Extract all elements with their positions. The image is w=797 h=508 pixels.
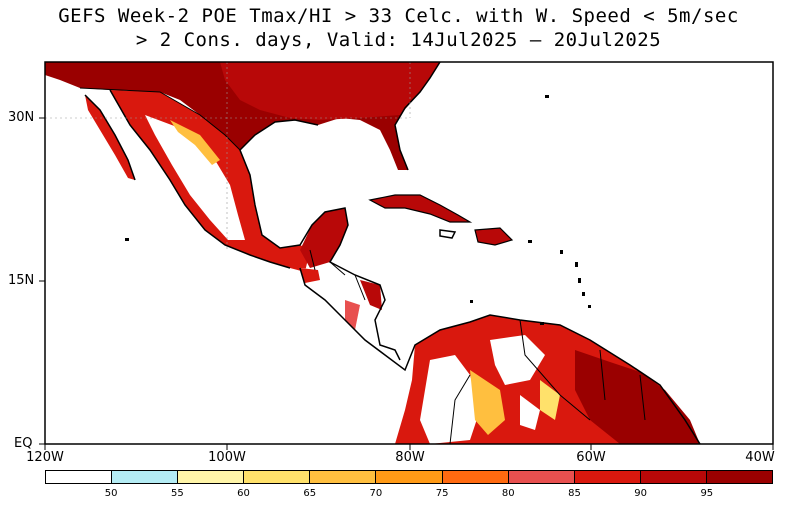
lon-label-100w: 100W <box>208 450 246 465</box>
cuba-island <box>370 195 470 222</box>
mexico-interior-low <box>145 115 245 240</box>
color-legend-label: 70 <box>369 488 383 499</box>
color-legend-swatch <box>112 471 179 483</box>
color-legend-swatch <box>442 471 509 483</box>
map-frame <box>44 61 774 445</box>
color-legend-label: 75 <box>435 488 449 499</box>
lon-label-40w: 40W <box>745 450 775 465</box>
map-title-line-2: > 2 Cons. days, Valid: 14Jul2025 – 20Jul… <box>135 29 662 51</box>
jamaica-island <box>439 229 457 239</box>
color-legend-swatch <box>376 471 443 483</box>
map-title-line-1: GEFS Week-2 POE Tmax/HI > 33 Celc. with … <box>58 5 739 27</box>
color-legend-bar <box>45 470 773 484</box>
map-plot-area <box>45 62 701 444</box>
lon-label-120w: 120W <box>26 450 64 465</box>
color-legend-label: 90 <box>634 488 647 499</box>
color-legend-label: 65 <box>303 488 317 499</box>
lon-label-60w: 60W <box>576 450 606 465</box>
lon-label-80w: 80W <box>395 450 425 465</box>
lat-label-30n: 30N <box>8 110 35 125</box>
color-legend-label: 80 <box>501 488 515 499</box>
color-legend-label: 60 <box>237 488 250 499</box>
yucatan-peninsula <box>300 208 348 268</box>
axis-ticks <box>39 117 774 450</box>
lat-label-eq: EQ <box>14 436 33 451</box>
color-legend-swatch <box>508 471 575 483</box>
color-legend-swatch <box>310 471 377 483</box>
color-legend-swatch <box>46 471 113 483</box>
color-legend-label: 55 <box>170 488 184 499</box>
usa-hot-core <box>220 62 440 120</box>
color-legend-label: 95 <box>700 488 714 499</box>
color-legend-swatch <box>574 471 641 483</box>
baja-peninsula <box>85 95 135 180</box>
color-legend-swatch <box>706 471 773 483</box>
country-borders <box>79 87 646 444</box>
reference-gridlines <box>45 62 411 250</box>
color-legend-swatch <box>640 471 707 483</box>
color-legend-swatch <box>244 471 311 483</box>
lat-label-15n: 15N <box>8 273 35 288</box>
color-legend-swatch <box>178 471 245 483</box>
colombia-low-prob <box>420 355 480 444</box>
hispaniola-island <box>475 228 512 245</box>
color-legend-label: 50 <box>104 488 118 499</box>
guianas-hot-core <box>575 350 700 444</box>
color-legend-label: 85 <box>568 488 581 499</box>
lesser-antilles <box>125 95 591 325</box>
